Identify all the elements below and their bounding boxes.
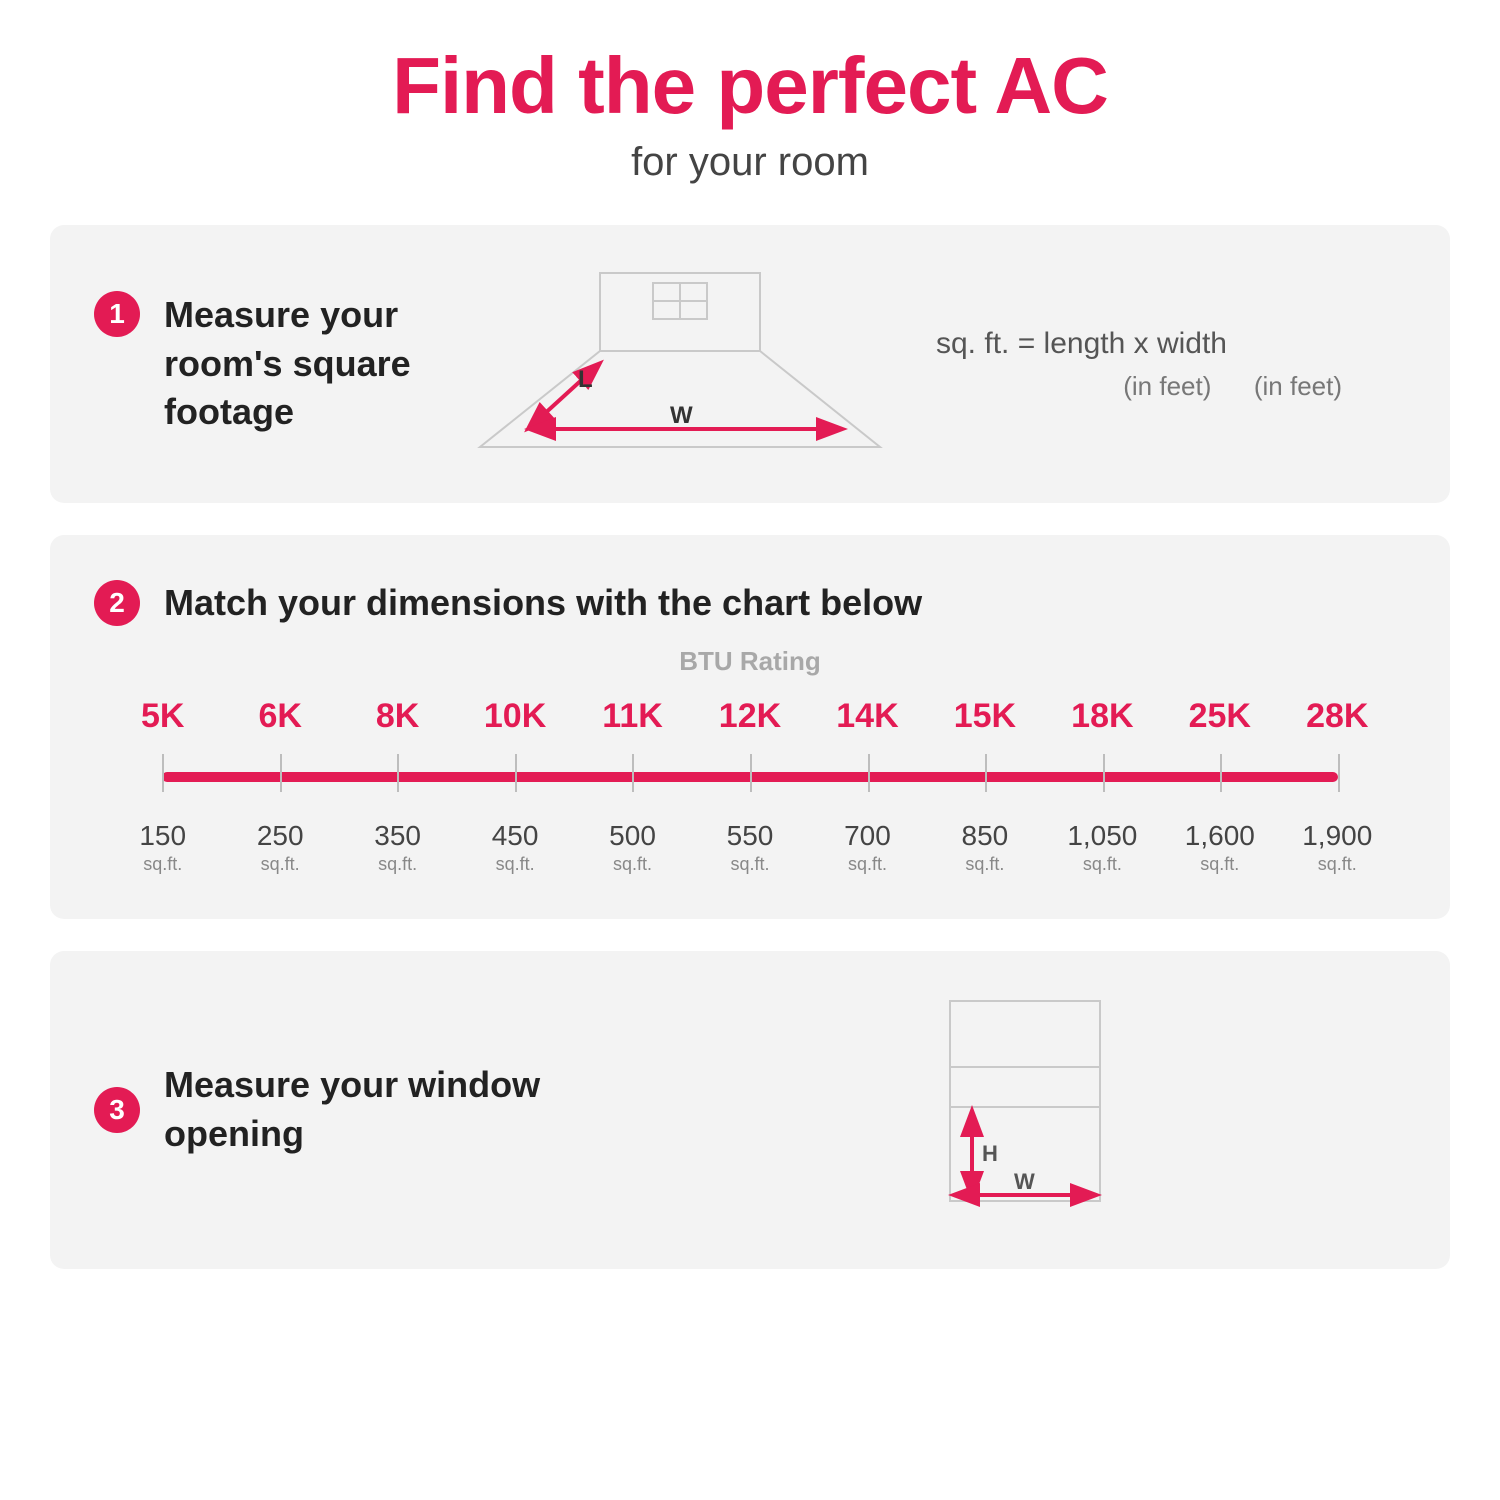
step-1-text: Measure your room's square footage	[164, 291, 424, 437]
sqft-unit: sq.ft.	[456, 854, 573, 875]
formula-block: sq. ft. = length x width (in feet) (in f…	[936, 327, 1406, 402]
step-2-panel: 2 Match your dimensions with the chart b…	[50, 535, 1450, 919]
sqft-unit: sq.ft.	[1161, 854, 1278, 875]
scale-tick	[632, 754, 634, 792]
btu-label: 8K	[339, 697, 456, 736]
sqft-value: 350	[339, 820, 456, 852]
step-3-text: Measure your window opening	[164, 1061, 614, 1158]
window-H-label: H	[982, 1141, 998, 1166]
btu-label: 18K	[1044, 697, 1161, 736]
btu-scale: 5K6K8K10K11K12K14K15K18K25K28K 150250350…	[94, 697, 1406, 875]
btu-label: 28K	[1279, 697, 1396, 736]
scale-tick	[1103, 754, 1105, 792]
scale-tick	[162, 754, 164, 792]
scale-tick	[750, 754, 752, 792]
page-subtitle: for your room	[50, 140, 1450, 185]
scale-tick	[515, 754, 517, 792]
window-W-label: W	[1014, 1169, 1035, 1194]
btu-label: 14K	[809, 697, 926, 736]
room-W-label: W	[670, 402, 693, 429]
sqft-value: 850	[926, 820, 1043, 852]
btu-label: 10K	[456, 697, 573, 736]
chart-caption: BTU Rating	[94, 646, 1406, 677]
sqft-value: 1,900	[1279, 820, 1396, 852]
sqft-unit: sq.ft.	[104, 854, 221, 875]
room-diagram: L W	[454, 269, 906, 459]
step-2-badge: 2	[94, 580, 140, 626]
sqft-value: 1,050	[1044, 820, 1161, 852]
step-3-badge: 3	[94, 1087, 140, 1133]
scale-tick	[985, 754, 987, 792]
sqft-value: 450	[456, 820, 573, 852]
step-2-text: Match your dimensions with the chart bel…	[164, 579, 922, 628]
scale-tick	[397, 754, 399, 792]
room-L-label: L	[578, 366, 593, 393]
sqft-value: 1,600	[1161, 820, 1278, 852]
step-1-badge: 1	[94, 291, 140, 337]
btu-label: 6K	[221, 697, 338, 736]
page-title: Find the perfect AC	[50, 40, 1450, 132]
scale-tick	[1220, 754, 1222, 792]
sqft-value: 700	[809, 820, 926, 852]
header: Find the perfect AC for your room	[50, 40, 1450, 185]
formula-unit-left: (in feet)	[1123, 371, 1211, 402]
scale-tick	[280, 754, 282, 792]
sqft-unit: sq.ft.	[574, 854, 691, 875]
sqft-unit: sq.ft.	[339, 854, 456, 875]
formula-unit-right: (in feet)	[1254, 371, 1342, 402]
btu-label: 11K	[574, 697, 691, 736]
window-diagram: H W	[644, 995, 1406, 1225]
sqft-value: 550	[691, 820, 808, 852]
scale-tick	[1338, 754, 1340, 792]
sqft-unit: sq.ft.	[691, 854, 808, 875]
sqft-unit: sq.ft.	[1279, 854, 1396, 875]
btu-label: 25K	[1161, 697, 1278, 736]
sqft-unit: sq.ft.	[926, 854, 1043, 875]
sqft-value: 250	[221, 820, 338, 852]
btu-label: 15K	[926, 697, 1043, 736]
step-1-panel: 1 Measure your room's square footage	[50, 225, 1450, 503]
sqft-value: 500	[574, 820, 691, 852]
step-3-panel: 3 Measure your window opening H	[50, 951, 1450, 1269]
sqft-unit: sq.ft.	[221, 854, 338, 875]
sqft-value: 150	[104, 820, 221, 852]
formula-text: sq. ft. = length x width	[936, 327, 1406, 361]
sqft-unit: sq.ft.	[809, 854, 926, 875]
btu-label: 12K	[691, 697, 808, 736]
scale-tick	[868, 754, 870, 792]
btu-label: 5K	[104, 697, 221, 736]
sqft-unit: sq.ft.	[1044, 854, 1161, 875]
